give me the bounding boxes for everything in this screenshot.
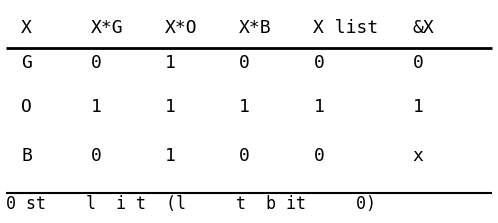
Text: 0 st    l  i t  (l     t  b it     0): 0 st l i t (l t b it 0) <box>6 195 376 213</box>
Text: 0: 0 <box>239 147 250 165</box>
Text: x: x <box>412 147 423 165</box>
Text: B: B <box>21 147 32 165</box>
Text: 0: 0 <box>91 147 102 165</box>
Text: 1: 1 <box>239 98 250 116</box>
Text: 1: 1 <box>165 98 176 116</box>
Text: 1: 1 <box>412 98 423 116</box>
Text: 1: 1 <box>165 54 176 72</box>
Text: X*O: X*O <box>165 19 197 37</box>
Text: X: X <box>21 19 32 37</box>
Text: 1: 1 <box>313 98 324 116</box>
Text: X*B: X*B <box>239 19 272 37</box>
Text: 0: 0 <box>412 54 423 72</box>
Text: X list: X list <box>313 19 378 37</box>
Text: 0: 0 <box>313 147 324 165</box>
Text: &X: &X <box>412 19 434 37</box>
Text: 0: 0 <box>313 54 324 72</box>
Text: 0: 0 <box>239 54 250 72</box>
Text: 1: 1 <box>91 98 102 116</box>
Text: X*G: X*G <box>91 19 123 37</box>
Text: G: G <box>21 54 32 72</box>
Text: 0: 0 <box>91 54 102 72</box>
Text: O: O <box>21 98 32 116</box>
Text: 1: 1 <box>165 147 176 165</box>
